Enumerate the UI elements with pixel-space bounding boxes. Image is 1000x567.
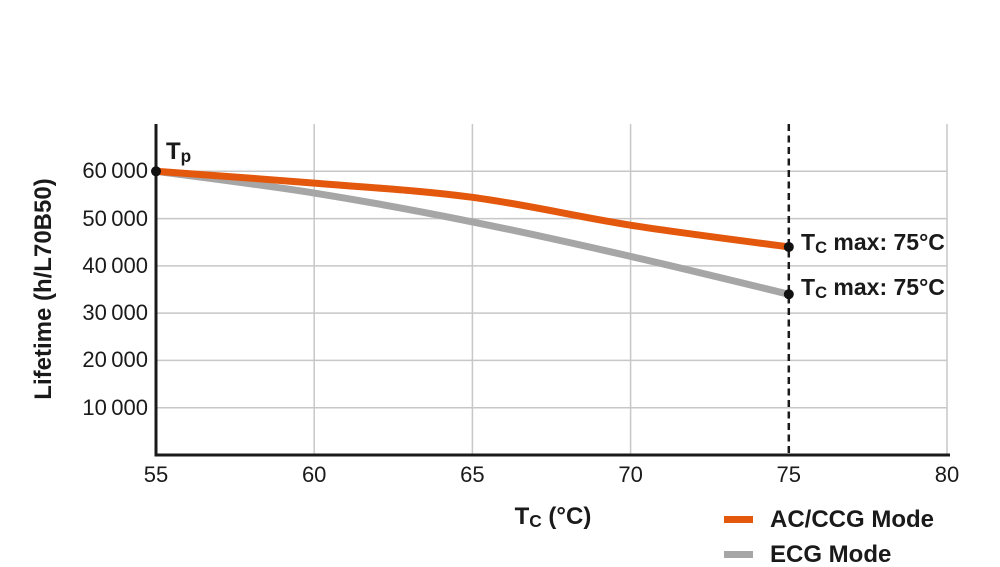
x-axis-title-main: T [514, 503, 530, 530]
x-axis-title: TC (°C) [458, 503, 648, 532]
ac-max-annotation-subscript: C [815, 237, 828, 257]
x-tick-label: 70 [618, 462, 643, 487]
ac-ccg-line-swatch [724, 516, 753, 523]
ac-max-annotation-main: T [801, 229, 816, 255]
y-tick-label: 50 000 [82, 205, 148, 231]
y-tick-label: 20 000 [82, 347, 148, 373]
ecg-line-swatch [724, 551, 753, 558]
x-axis-title-unit: (°C) [541, 503, 592, 530]
ac-max-annotation: TC max: 75°C [801, 229, 945, 261]
y-tick-label: 30 000 [82, 300, 148, 326]
tp-annotation-main: T [166, 138, 181, 165]
x-tick-label: 60 [301, 462, 327, 487]
x-tick-label: 80 [934, 462, 960, 487]
legend-item-ac-ccg: AC/CCG Mode [724, 502, 934, 537]
tp-annotation: Tp [166, 138, 191, 170]
legend-item-ecg: ECG Mode [724, 537, 934, 567]
legend-label-ac-ccg: AC/CCG Mode [770, 506, 934, 533]
ecg-max-annotation-rest: max: 75°C [827, 274, 945, 300]
y-tick-label: 60 000 [82, 158, 148, 184]
data-point-marker [783, 289, 794, 300]
ecg-max-annotation-subscript: C [815, 282, 828, 302]
x-tick-label: 75 [776, 462, 802, 487]
series-line-ecg-mode [155, 167, 790, 298]
x-tick-label: 55 [143, 462, 169, 487]
data-point-marker [783, 241, 794, 252]
y-tick-label: 10 000 [82, 394, 148, 420]
legend: AC/CCG Mode ECG Mode [724, 502, 934, 567]
data-point-marker [151, 166, 161, 177]
ecg-max-annotation-main: T [801, 274, 816, 300]
series-line-ac-ccg-mode [155, 167, 790, 251]
x-axis-title-subscript: C [529, 511, 542, 532]
y-tick-label: 40 000 [82, 252, 148, 278]
x-tick-label: 65 [460, 462, 485, 487]
legend-label-ecg: ECG Mode [770, 541, 892, 567]
tp-annotation-subscript: p [180, 146, 192, 167]
ac-max-annotation-rest: max: 75°C [827, 229, 945, 255]
ecg-max-annotation: TC max: 75°C [801, 274, 945, 306]
